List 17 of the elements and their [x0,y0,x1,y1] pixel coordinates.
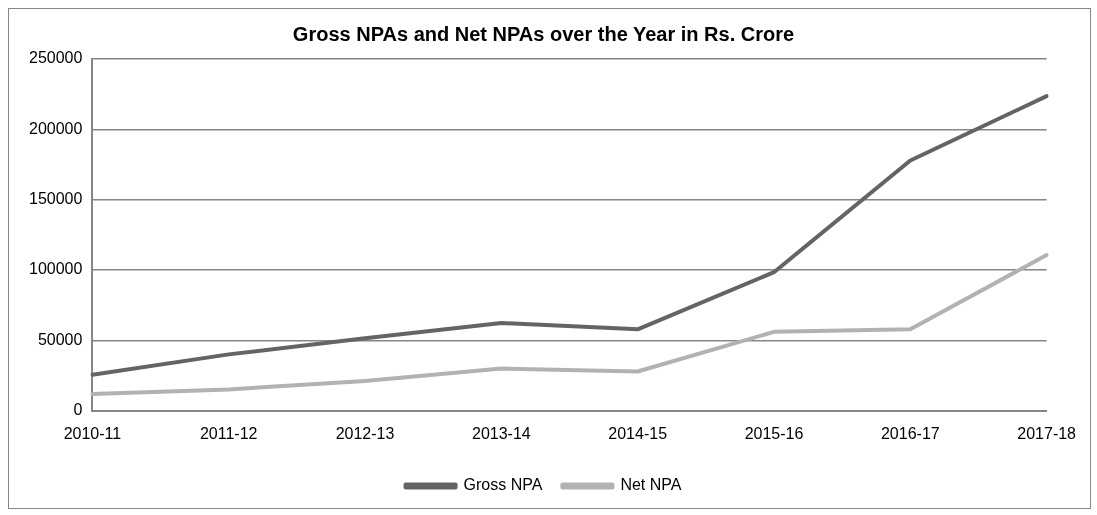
legend-label: Net NPA [620,476,682,494]
y-tick-label: 50000 [37,330,83,348]
x-tick-label: 2016-17 [880,424,940,442]
chart-title: Gross NPAs and Net NPAs over the Year in Rs. Crore [292,22,795,45]
y-tick-label: 100000 [29,260,83,278]
x-tick-label: 2014-15 [608,424,668,442]
x-tick-label: 2017-18 [1017,424,1077,442]
y-tick-label: 150000 [29,190,83,208]
x-tick-label: 2015-16 [744,424,804,442]
x-tick-label: 2013-14 [472,424,531,442]
y-tick-label: 0 [73,401,83,419]
x-tick-label: 2010-11 [63,424,122,442]
y-tick-label: 200000 [29,119,83,137]
legend-label: Gross NPA [463,476,543,494]
x-tick-label: 2012-13 [335,424,395,442]
y-tick-label: 250000 [29,49,83,67]
x-tick-label: 2011-12 [199,424,258,442]
